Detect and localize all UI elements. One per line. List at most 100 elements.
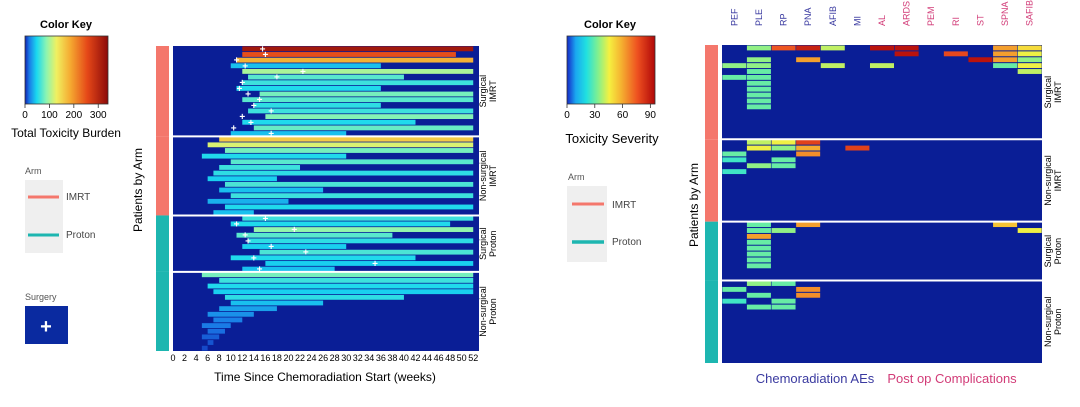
left-x-tick-label: 22 bbox=[295, 353, 305, 363]
right-group-label-line2: Proton bbox=[1053, 309, 1063, 336]
left-arm-bar-segment bbox=[156, 136, 169, 216]
right-heatmap-cell bbox=[746, 139, 771, 145]
color-key-tick-label: 200 bbox=[65, 110, 82, 121]
left-heatmap-row bbox=[253, 102, 381, 108]
left-x-tick-label: 46 bbox=[434, 353, 444, 363]
right-group-label-line1: Non-surgical bbox=[1043, 155, 1053, 206]
surgery-marker: + bbox=[257, 95, 263, 106]
right-arm-legend-title: Arm bbox=[568, 172, 585, 182]
right-heatmap-cell bbox=[1017, 69, 1042, 74]
left-heatmap-row bbox=[259, 91, 474, 97]
left-heatmap-row bbox=[224, 294, 404, 300]
column-label: RI bbox=[951, 17, 961, 26]
right-heatmap-cell bbox=[722, 157, 747, 163]
column-label: ARDS bbox=[902, 1, 912, 26]
right-heatmap-cell bbox=[1017, 51, 1042, 57]
right-heatmap-cell bbox=[894, 45, 919, 51]
left-arm-bar bbox=[156, 46, 169, 351]
right-heatmap-cell bbox=[746, 98, 771, 104]
left-x-tick-label: 50 bbox=[457, 353, 467, 363]
color-key-tick-label: 0 bbox=[564, 110, 570, 121]
left-heatmap-row bbox=[236, 85, 381, 91]
right-heatmap-cell bbox=[845, 145, 870, 151]
surgery-marker: + bbox=[262, 214, 268, 225]
left-heatmap-row bbox=[265, 114, 474, 120]
column-label: SAFIB bbox=[1025, 0, 1035, 26]
column-label: ST bbox=[975, 14, 985, 26]
column-label: SPNA bbox=[1000, 1, 1010, 26]
right-heatmap-cell bbox=[746, 245, 771, 251]
postop-complications-label: Post op Complications bbox=[887, 371, 1017, 386]
right-color-key-title: Color Key bbox=[584, 19, 637, 31]
surgery-marker: + bbox=[245, 236, 251, 247]
left-heatmap-row bbox=[248, 238, 474, 244]
right-group-separators bbox=[722, 138, 1042, 282]
left-arm-bar-segment bbox=[156, 271, 169, 351]
left-arm-legend-title: Arm bbox=[25, 166, 42, 176]
right-heatmap-cell bbox=[796, 145, 821, 151]
right-heatmap-cell bbox=[820, 45, 845, 51]
left-x-tick-label: 38 bbox=[387, 353, 397, 363]
right-heatmap-cell bbox=[722, 63, 747, 69]
right-color-key-label: Toxicity Severity bbox=[565, 131, 659, 146]
right-arm-legend: Arm IMRT Proton bbox=[567, 172, 641, 262]
right-heatmap-cell bbox=[746, 281, 771, 286]
left-x-tick-label: 42 bbox=[410, 353, 420, 363]
left-heatmap-row bbox=[201, 334, 220, 340]
right-heatmap-cell bbox=[722, 169, 747, 175]
right-heatmap-cell bbox=[746, 304, 771, 310]
right-arm-bar bbox=[705, 45, 718, 363]
left-heatmap-row bbox=[230, 300, 324, 306]
right-heatmap-cell bbox=[746, 228, 771, 233]
color-key-tick-label: 100 bbox=[41, 110, 58, 121]
right-arm-bar-segment bbox=[705, 280, 718, 363]
left-heatmap-row bbox=[242, 97, 474, 103]
surgery-marker: + bbox=[234, 56, 240, 67]
right-heatmap-cell bbox=[796, 139, 821, 145]
right-heatmap-cell bbox=[771, 304, 796, 310]
surgery-marker: + bbox=[248, 118, 254, 129]
right-heatmap-cell bbox=[722, 298, 747, 304]
surgery-marker: + bbox=[303, 248, 309, 259]
right-heatmap-cell bbox=[746, 69, 771, 74]
left-heatmap-row bbox=[248, 74, 404, 80]
left-heatmap-row bbox=[201, 153, 347, 159]
column-label: PLE bbox=[754, 9, 764, 26]
right-heatmap-cell bbox=[746, 257, 771, 263]
surgery-marker: + bbox=[268, 129, 274, 140]
right-heatmap-cell bbox=[771, 298, 796, 304]
surgery-marker: + bbox=[251, 101, 257, 112]
left-x-tick-label: 32 bbox=[353, 353, 363, 363]
surgery-marker: + bbox=[260, 44, 266, 55]
surgery-marker: + bbox=[274, 73, 280, 84]
surgery-marker: + bbox=[268, 106, 274, 117]
left-x-tick-label: 18 bbox=[272, 353, 282, 363]
right-heatmap-cell bbox=[746, 163, 771, 169]
left-x-tick-label: 12 bbox=[237, 353, 247, 363]
left-heatmap-row bbox=[242, 215, 474, 221]
color-key-tick-label: 30 bbox=[589, 110, 601, 121]
right-heatmap-cell bbox=[993, 51, 1018, 57]
right-heatmap-cell bbox=[722, 74, 747, 80]
left-x-tick-label: 0 bbox=[170, 353, 175, 363]
surgery-marker: + bbox=[262, 50, 268, 61]
right-heatmap-cell bbox=[722, 286, 747, 292]
left-x-tick-label: 40 bbox=[399, 353, 409, 363]
left-heatmap-row bbox=[242, 266, 335, 272]
color-key-tick-label: 90 bbox=[645, 110, 657, 121]
left-x-tick-label: 28 bbox=[330, 353, 340, 363]
right-heatmap-cell bbox=[746, 292, 771, 298]
right-heatmap-cell bbox=[771, 163, 796, 169]
right-heatmap-cell bbox=[771, 228, 796, 233]
left-heatmap-row bbox=[201, 323, 231, 329]
right-heatmap-cell bbox=[746, 45, 771, 51]
right-heatmap-cell bbox=[746, 145, 771, 151]
right-heatmap-bg bbox=[722, 45, 1042, 363]
left-legend-proton-label: Proton bbox=[66, 230, 95, 241]
surgery-marker: + bbox=[236, 84, 242, 95]
left-group-label-line1: Surgical bbox=[478, 75, 488, 108]
right-heatmap-cell bbox=[746, 63, 771, 69]
left-color-key-ticks: 0 100 200 300 bbox=[22, 104, 107, 121]
left-arm-bar-segment bbox=[156, 46, 169, 137]
